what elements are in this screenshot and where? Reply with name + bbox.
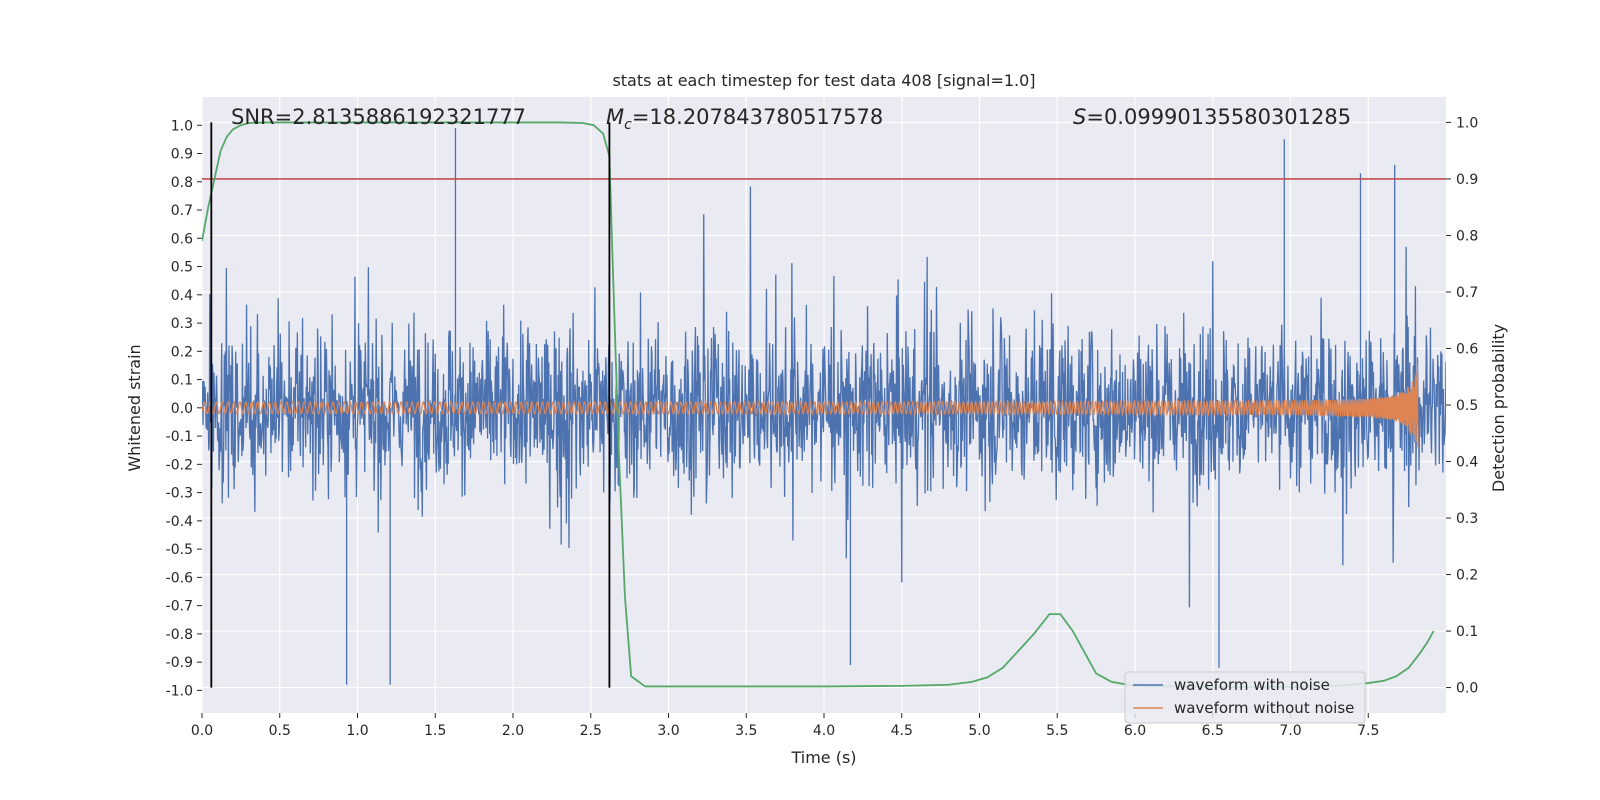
x-tick-label: 2.5 — [580, 723, 602, 739]
y-tick-label: -0.6 — [166, 570, 193, 586]
x-tick-label: 0.0 — [191, 723, 213, 739]
chart-title: stats at each timestep for test data 408… — [612, 71, 1035, 90]
y-tick-label: 0.1 — [171, 373, 193, 389]
y2-tick-label: 0.5 — [1456, 398, 1478, 414]
y-tick-label: 0.7 — [171, 203, 193, 219]
y-tick-label: 0.5 — [171, 260, 193, 276]
y-tick-label: 0.4 — [171, 288, 193, 304]
y2-tick-label: 0.9 — [1456, 172, 1478, 188]
y2-tick-label: 0.1 — [1456, 624, 1478, 640]
legend: waveform with noise waveform without noi… — [1124, 671, 1366, 724]
y2-axis-label: Detection probability — [1489, 324, 1508, 492]
y-tick-label: 0.2 — [171, 344, 193, 360]
x-tick-label: 5.0 — [968, 723, 990, 739]
y-tick-label: 0.3 — [171, 316, 193, 332]
y-tick-label: 0.6 — [171, 231, 193, 247]
legend-label-noise: waveform with noise — [1174, 676, 1330, 694]
event-markers — [210, 122, 611, 688]
y-tick-label: -0.9 — [166, 655, 193, 671]
series-waveform-without-noise — [202, 364, 1419, 448]
x-tick-label: 5.5 — [1046, 723, 1068, 739]
series-waveform-with-noise — [202, 128, 1446, 685]
legend-box — [1124, 671, 1366, 724]
y2-tick-label: 0.7 — [1456, 285, 1478, 301]
x-tick-label: 6.5 — [1202, 723, 1224, 739]
x-tick-label: 6.0 — [1124, 723, 1146, 739]
y-tick-label: -0.3 — [166, 486, 193, 502]
x-tick-label: 4.5 — [891, 723, 913, 739]
s-symbol: S — [1073, 105, 1086, 129]
x-tick-label: 4.0 — [813, 723, 835, 739]
mc-symbol: M — [606, 105, 624, 129]
y-axis-right: 1.0 0.9 0.8 0.7 0.6 0.5 0.4 0.3 0.2 0.1 0.0 — [1446, 115, 1478, 697]
x-tick-label: 3.5 — [735, 723, 757, 739]
y2-tick-label: 0.2 — [1456, 568, 1478, 584]
y2-tick-label: 0.6 — [1456, 341, 1478, 357]
legend-label-clean: waveform without noise — [1174, 699, 1354, 717]
x-tick-label: 7.5 — [1357, 723, 1379, 739]
x-tick-label: 7.0 — [1279, 723, 1301, 739]
y-tick-label: 0.8 — [171, 175, 193, 191]
y-tick-label: -1.0 — [166, 683, 193, 699]
y-axis-label: Whitened strain — [125, 344, 144, 471]
y-tick-label: -0.4 — [166, 514, 193, 530]
y-tick-label: -0.2 — [166, 457, 193, 473]
y-tick-label: 1.0 — [171, 118, 193, 134]
y2-tick-label: 0.0 — [1456, 681, 1478, 697]
y-axis-left: 1.0 0.9 0.8 0.7 0.6 0.5 0.4 0.3 0.2 0.1 0.0 -0.1 -0.… — [166, 118, 202, 699]
y-tick-label: -0.7 — [166, 599, 193, 615]
x-axis-label: Time (s) — [790, 748, 856, 767]
x-tick-label: 3.0 — [657, 723, 679, 739]
y2-tick-label: 0.4 — [1456, 455, 1478, 471]
mc-subscript: c — [624, 117, 632, 133]
y-tick-label: 0.9 — [171, 147, 193, 163]
snr-annotation: SNR=2.8135886192321777 — [231, 105, 526, 129]
x-axis: 0.0 0.5 1.0 1.5 2.0 2.5 3.0 3.5 4.0 4.5 5.0 5.5 6.0 6… — [191, 713, 1379, 739]
x-tick-label: 1.5 — [424, 723, 446, 739]
y2-tick-label: 0.3 — [1456, 511, 1478, 527]
y-tick-label: -0.8 — [166, 627, 193, 643]
mc-value: =18.207843780517578 — [632, 105, 883, 129]
x-tick-label: 2.0 — [502, 723, 524, 739]
y2-tick-label: 1.0 — [1456, 115, 1478, 131]
x-tick-label: 1.0 — [346, 723, 368, 739]
y2-tick-label: 0.8 — [1456, 228, 1478, 244]
y-tick-label: -0.5 — [166, 542, 193, 558]
x-tick-label: 0.5 — [269, 723, 291, 739]
s-value: =0.09990135580301285 — [1086, 105, 1351, 129]
mc-annotation: Mc=18.207843780517578 — [606, 105, 883, 133]
y-tick-label: -0.1 — [166, 429, 193, 445]
s-annotation: S=0.09990135580301285 — [1073, 105, 1351, 129]
y-tick-label: 0.0 — [171, 401, 193, 417]
